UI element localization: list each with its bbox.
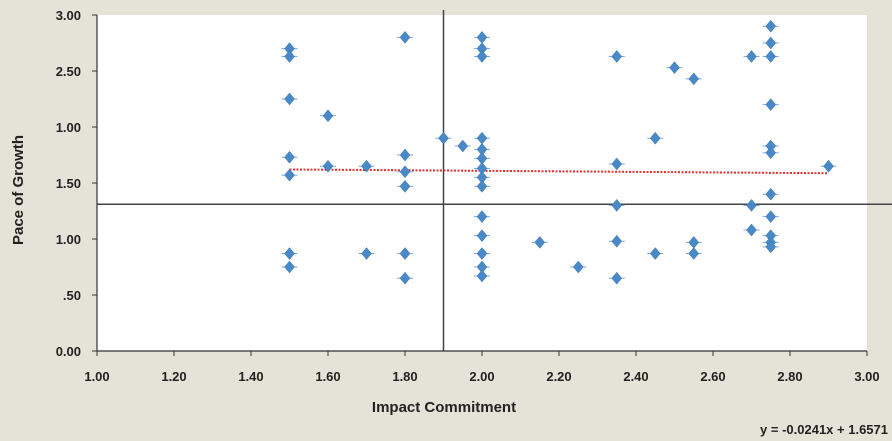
data-point: [743, 199, 760, 212]
data-point: [474, 269, 490, 283]
data-point: [474, 229, 490, 243]
data-point: [762, 50, 779, 63]
data-point: [762, 36, 779, 50]
data-point: [608, 234, 625, 248]
y-tick-label: 0.00: [56, 344, 81, 359]
data-point: [474, 50, 490, 63]
y-tick-label: 1.00: [56, 120, 81, 135]
data-point: [685, 72, 702, 86]
data-point: [474, 179, 490, 193]
trendline: [289, 168, 829, 175]
x-axis-title: Impact Commitment: [372, 399, 516, 416]
data-point: [435, 131, 452, 145]
y-tick-label: 3.00: [56, 8, 81, 23]
data-point: [397, 247, 413, 260]
data-point: [647, 131, 664, 145]
data-point: [570, 260, 587, 274]
data-point: [281, 150, 298, 164]
data-point: [397, 165, 413, 179]
data-point: [743, 223, 760, 237]
data-point: [762, 210, 779, 223]
data-point: [281, 50, 298, 63]
y-tick-label: .50: [63, 288, 81, 303]
data-point: [531, 235, 548, 249]
data-point: [454, 139, 471, 153]
data-point: [647, 247, 664, 260]
data-point: [743, 50, 760, 63]
quadrant-lines: [97, 10, 892, 351]
data-point: [666, 61, 683, 75]
data-point: [358, 159, 375, 173]
data-point: [762, 139, 779, 153]
data-points: [281, 19, 837, 285]
data-point: [281, 247, 298, 260]
x-tick-label: 2.60: [700, 369, 725, 384]
data-point: [320, 109, 336, 123]
data-point: [762, 98, 779, 111]
y-tick-label: 1.50: [56, 176, 81, 191]
data-point: [608, 50, 625, 63]
data-point: [762, 146, 779, 160]
x-tick-label: 2.80: [777, 369, 802, 384]
data-point: [397, 271, 413, 285]
data-point: [474, 143, 490, 156]
data-point: [608, 157, 625, 171]
x-tick-label: 1.60: [315, 369, 340, 384]
data-point: [820, 159, 837, 173]
x-tick-label: 3.00: [854, 369, 879, 384]
data-point: [281, 260, 298, 274]
x-tick-label: 1.80: [392, 369, 417, 384]
x-tick-label: 1.00: [84, 369, 109, 384]
data-point: [281, 168, 298, 182]
data-point: [358, 247, 375, 260]
y-tick-label: 2.50: [56, 64, 81, 79]
data-point: [762, 19, 779, 33]
trendline-equation: y = -0.0241x + 1.6571: [760, 422, 888, 437]
data-point: [762, 187, 779, 201]
x-tick-label: 1.20: [161, 369, 186, 384]
data-point: [762, 240, 779, 254]
data-point: [397, 31, 413, 44]
data-point: [281, 92, 298, 106]
data-point: [474, 131, 490, 145]
data-point: [685, 247, 702, 260]
trendline-layer: [289, 168, 829, 175]
x-tick-label: 2.40: [623, 369, 648, 384]
x-tick-label: 2.00: [469, 369, 494, 384]
data-point: [608, 271, 625, 285]
x-tick-label: 2.20: [546, 369, 571, 384]
data-point: [397, 179, 413, 193]
data-point: [320, 159, 336, 173]
data-point: [474, 210, 490, 223]
data-point: [608, 199, 625, 212]
x-tick-label: 1.40: [238, 369, 263, 384]
tick-labels: 1.00 1.20 1.40 1.60 1.80 2.00 2.20 2.40 2.60 2.80…: [56, 8, 880, 384]
y-axis-title: Pace of Growth: [10, 135, 27, 245]
y-tick-label: 1.00: [56, 232, 81, 247]
data-point: [397, 148, 413, 162]
data-point: [474, 247, 490, 260]
